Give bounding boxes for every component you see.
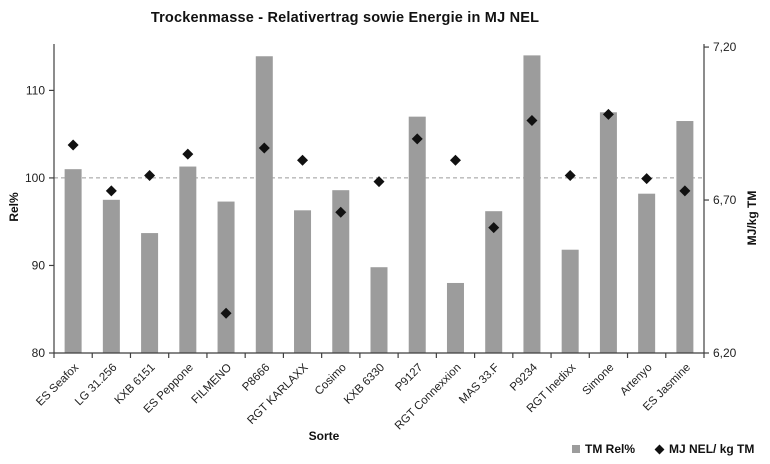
diamond-marker-Simone <box>602 108 614 120</box>
legend: TM Rel% MJ NEL/ kg TM <box>572 442 754 456</box>
bar-RGT Connexxion <box>446 282 464 353</box>
bar-P8666 <box>255 56 273 354</box>
left-tick-label: 100 <box>25 171 45 185</box>
left-axis-title: Rel% <box>7 192 21 222</box>
bar-P9234 <box>523 55 541 353</box>
diamond-marker-ES Seafox <box>67 139 79 151</box>
diamond-marker-Artenyo <box>641 173 653 185</box>
bar-LG 31.256 <box>102 199 120 353</box>
diamond-marker-KXB 6151 <box>144 170 156 182</box>
category-label-P9234: P9234 <box>508 361 540 393</box>
x-axis-title: Sorte <box>308 429 340 443</box>
category-label-P9127: P9127 <box>393 362 425 394</box>
bar-Simone <box>599 112 617 353</box>
bar-RGT KARLAXX <box>294 210 312 353</box>
bar-ES Peppone <box>179 166 197 353</box>
diamond-marker-P8666 <box>258 142 270 154</box>
diamond-marker-ES Peppone <box>182 148 194 160</box>
category-label-LG 31.256: LG 31.256 <box>73 362 119 408</box>
legend-label: TM Rel% <box>585 442 636 456</box>
bar-MAS 33.F <box>485 211 503 353</box>
bar-FILMENO <box>217 201 235 353</box>
category-label-Cosimo: Cosimo <box>313 362 349 398</box>
category-label-KXB 6330: KXB 6330 <box>342 362 387 407</box>
chart-title: Trockenmasse - Relativertrag sowie Energ… <box>150 10 540 26</box>
bar-ES Jasmine <box>676 121 694 353</box>
diamond-marker-RGT Connexxion <box>449 154 461 166</box>
left-tick-label: 90 <box>32 258 46 272</box>
diamond-marker-MAS 33.F <box>488 222 500 234</box>
right-tick-label: 6,20 <box>713 346 737 360</box>
diamond-marker-Cosimo <box>335 206 347 218</box>
bar-ES Seafox <box>64 169 82 353</box>
left-tick-label: 80 <box>32 346 46 360</box>
diamond-marker-RGT KARLAXX <box>297 154 309 166</box>
bar-KXB 6151 <box>141 233 159 353</box>
left-tick-label: 110 <box>26 83 45 97</box>
diamond-marker-ES Jasmine <box>679 185 691 197</box>
right-tick-label: 6,70 <box>713 193 737 207</box>
legend-item-tm-rel: TM Rel% <box>572 442 635 456</box>
right-axis-title: MJ/kg TM <box>745 190 759 246</box>
diamond-marker-P9127 <box>411 133 423 145</box>
bar-RGT Inedixx <box>561 249 579 353</box>
diamond-marker-RGT Inedixx <box>564 170 576 182</box>
diamond-marker-LG 31.256 <box>105 185 117 197</box>
bar-swatch-icon <box>572 445 580 453</box>
bar-P9127 <box>408 116 426 353</box>
diamond-marker-KXB 6330 <box>373 176 385 188</box>
category-label-RGT Connexxion: RGT Connexxion <box>393 362 464 433</box>
category-label-Artenyo: Artenyo <box>618 362 655 399</box>
bar-KXB 6330 <box>370 267 388 353</box>
category-label-MAS 33.F: MAS 33.F <box>457 362 502 407</box>
diamond-swatch-icon <box>654 444 665 454</box>
bar-Cosimo <box>332 190 350 353</box>
diamond-marker-P9234 <box>526 114 538 126</box>
right-tick-label: 7,20 <box>713 40 737 54</box>
legend-label: MJ NEL/ kg TM <box>669 442 755 456</box>
category-label-Simone: Simone <box>580 362 616 398</box>
category-label-FILMENO: FILMENO <box>190 362 235 407</box>
diamond-marker-FILMENO <box>220 307 232 319</box>
category-label-P8666: P8666 <box>240 362 272 394</box>
legend-item-mj-nel: MJ NEL/ kg TM <box>654 442 755 456</box>
bar-Artenyo <box>638 193 656 353</box>
